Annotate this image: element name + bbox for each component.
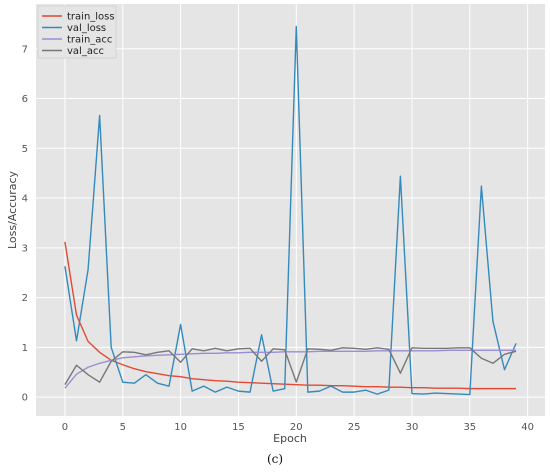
- y-tick-label: 1: [22, 343, 28, 354]
- legend-entry: train_acc: [67, 35, 112, 46]
- x-tick-label: 10: [174, 422, 187, 433]
- y-tick-label: 6: [22, 94, 28, 105]
- x-axis-label: Epoch: [273, 432, 307, 445]
- legend-entry: train_loss: [67, 12, 115, 23]
- y-tick-label: 0: [22, 393, 28, 404]
- x-tick-label: 15: [232, 422, 245, 433]
- x-tick-label: 20: [290, 422, 303, 433]
- x-tick-label: 35: [463, 422, 476, 433]
- x-tick-label: 5: [120, 422, 126, 433]
- legend-entry: val_loss: [67, 23, 106, 34]
- x-tick-label: 0: [62, 422, 68, 433]
- y-tick-label: 5: [22, 144, 28, 155]
- x-tick-label: 30: [406, 422, 419, 433]
- figure-caption: (c): [266, 452, 284, 466]
- x-tick-labels: 0 5 10 15 20 25 30 35 40: [62, 422, 534, 433]
- y-tick-label: 4: [22, 194, 28, 205]
- series-line-val-loss: [64, 25, 517, 396]
- line-chart: 0 5 10 15 20 25 30 35 40 0 1 2 3 4 5 6 7 Epoch Loss/Acc…: [6, 4, 545, 445]
- y-tick-label: 3: [22, 243, 28, 254]
- series-line-val-acc: [64, 347, 517, 386]
- legend-entry: val_acc: [67, 46, 104, 57]
- y-tick-label: 2: [22, 293, 28, 304]
- y-tick-labels: 0 1 2 3 4 5 6 7: [22, 44, 28, 403]
- series-line-train-acc: [64, 349, 517, 389]
- x-tick-label: 40: [521, 422, 534, 433]
- y-tick-label: 7: [22, 44, 28, 55]
- series-lines: [64, 25, 517, 396]
- x-tick-label: 25: [348, 422, 361, 433]
- y-axis-label: Loss/Accuracy: [6, 170, 19, 249]
- legend-box: [37, 5, 117, 59]
- series-line-train-loss: [64, 241, 517, 390]
